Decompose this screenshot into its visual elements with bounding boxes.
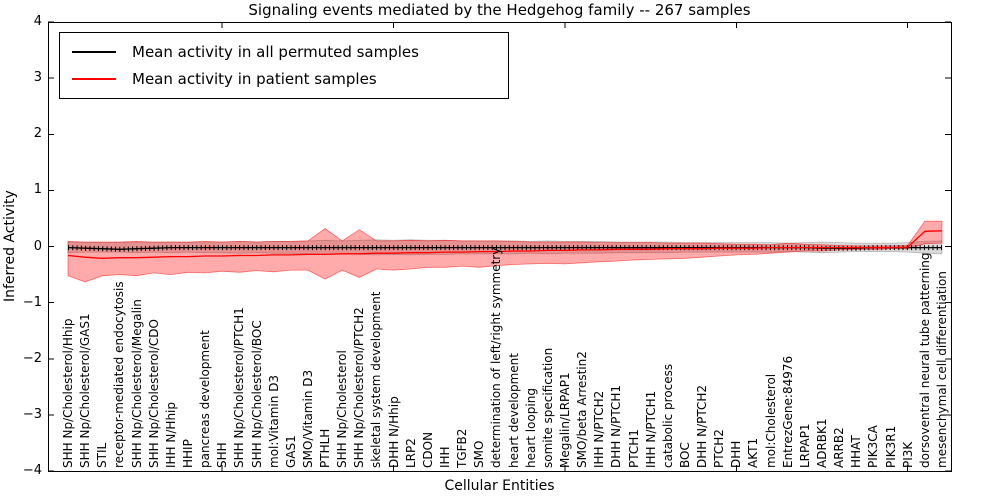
x-axis-label: Cellular Entities [444,478,555,494]
x-category-label: heart looping [523,388,538,468]
x-category-label: CDON [420,431,435,468]
legend-entry-permuted: Mean activity in all permuted samples [70,43,508,61]
x-category-label: SHH Np/Cholesterol/Hhip [61,318,75,468]
x-category-label: PTHLH [318,428,333,468]
x-category-label: SHH Np/Cholesterol/BOC [249,320,264,468]
y-tick-label: −2 [22,350,42,366]
x-category-label: EntrezGene:84976 [780,355,795,468]
legend-entry-patient: Mean activity in patient samples [70,70,508,88]
x-category-label: receptor-mediated endocytosis [112,281,127,468]
x-category-label: PI3K [900,441,915,468]
x-category-label: SHH Np/Cholesterol/CDO [146,319,161,468]
x-category-label: SHH Np/Cholesterol/PTCH2 [352,307,367,468]
x-category-label: SMO/beta Arrestin2 [575,351,590,468]
x-category-label: DHH N/Hhip [386,396,401,468]
x-category-label: IHH N/PTCH2 [592,390,607,468]
x-category-label: AKT1 [746,437,761,468]
x-category-label: LRPAP1 [797,423,812,468]
legend: Mean activity in all permuted samples Me… [59,32,509,99]
x-category-label: ARRB2 [832,427,847,468]
y-tick-label: −3 [22,406,42,422]
x-category-label: DHH [729,440,744,468]
x-category-label: SHH [215,442,230,468]
x-category-label: heart development [506,353,521,468]
legend-label-permuted: Mean activity in all permuted samples [132,42,419,61]
x-category-label: GAS1 [283,435,298,468]
x-category-label: SHH Np/Cholesterol/Megalin [129,299,144,468]
x-category-label: IHH N/PTCH1 [643,390,658,468]
black-line-sample-icon [72,50,116,53]
x-category-label: determination of left/right symmetry [489,247,504,468]
x-category-label: HHAT [849,435,864,468]
x-category-label: IHH N/Hhip [163,402,178,468]
y-tick-label: 4 [33,14,42,29]
x-category-label: skeletal system development [369,291,384,468]
x-category-label: TGFB2 [455,428,470,468]
x-category-label: pancreas development [198,330,213,468]
y-tick-label: 2 [33,126,42,142]
chart-title: Signaling events mediated by the Hedgeho… [248,1,751,19]
y-tick-label: 3 [33,70,42,86]
x-category-label: SHH Np/Cholesterol/GAS1 [78,313,93,468]
x-category-label: mol:Cholesterol [763,373,778,468]
y-tick-label: 0 [33,238,42,254]
x-category-label: dorsoventral neural tube patterning [917,252,932,468]
y-tick-label: 1 [33,182,42,198]
x-category-label: LRP2 [403,438,418,468]
legend-label-patient: Mean activity in patient samples [132,70,377,89]
x-category-label: Megalin/LRPAP1 [557,372,572,468]
y-tick-label: −4 [22,463,42,478]
x-category-label: HHIP [180,439,195,468]
x-category-label: catabolic process [660,363,675,468]
x-category-label: ADRBK1 [815,418,830,468]
x-category-label: mesenchymal cell differentiation [935,271,949,468]
x-category-label: somite specification [540,347,555,468]
x-category-label: mol:Vitamin D3 [266,374,281,468]
x-category-label: SHH Np/Cholesterol [335,350,350,468]
y-tick-label: −1 [22,294,42,310]
x-category-label: PTCH1 [626,429,641,468]
x-category-label: DHH N/PTCH1 [609,384,624,468]
x-category-label: STIL [95,442,110,468]
x-category-label: PIK3R1 [883,425,898,468]
x-category-label: SHH Np/Cholesterol/PTCH1 [232,307,247,468]
x-category-label: IHH [438,446,453,468]
x-category-label: PIK3CA [866,425,881,468]
x-category-label: SMO/Vitamin D3 [300,369,315,468]
x-category-label: DHH N/PTCH2 [695,384,710,468]
x-category-label: SMO [472,440,487,468]
x-category-label: BOC [677,442,692,468]
x-category-label: PTCH2 [712,429,727,468]
red-line-sample-icon [72,78,116,81]
